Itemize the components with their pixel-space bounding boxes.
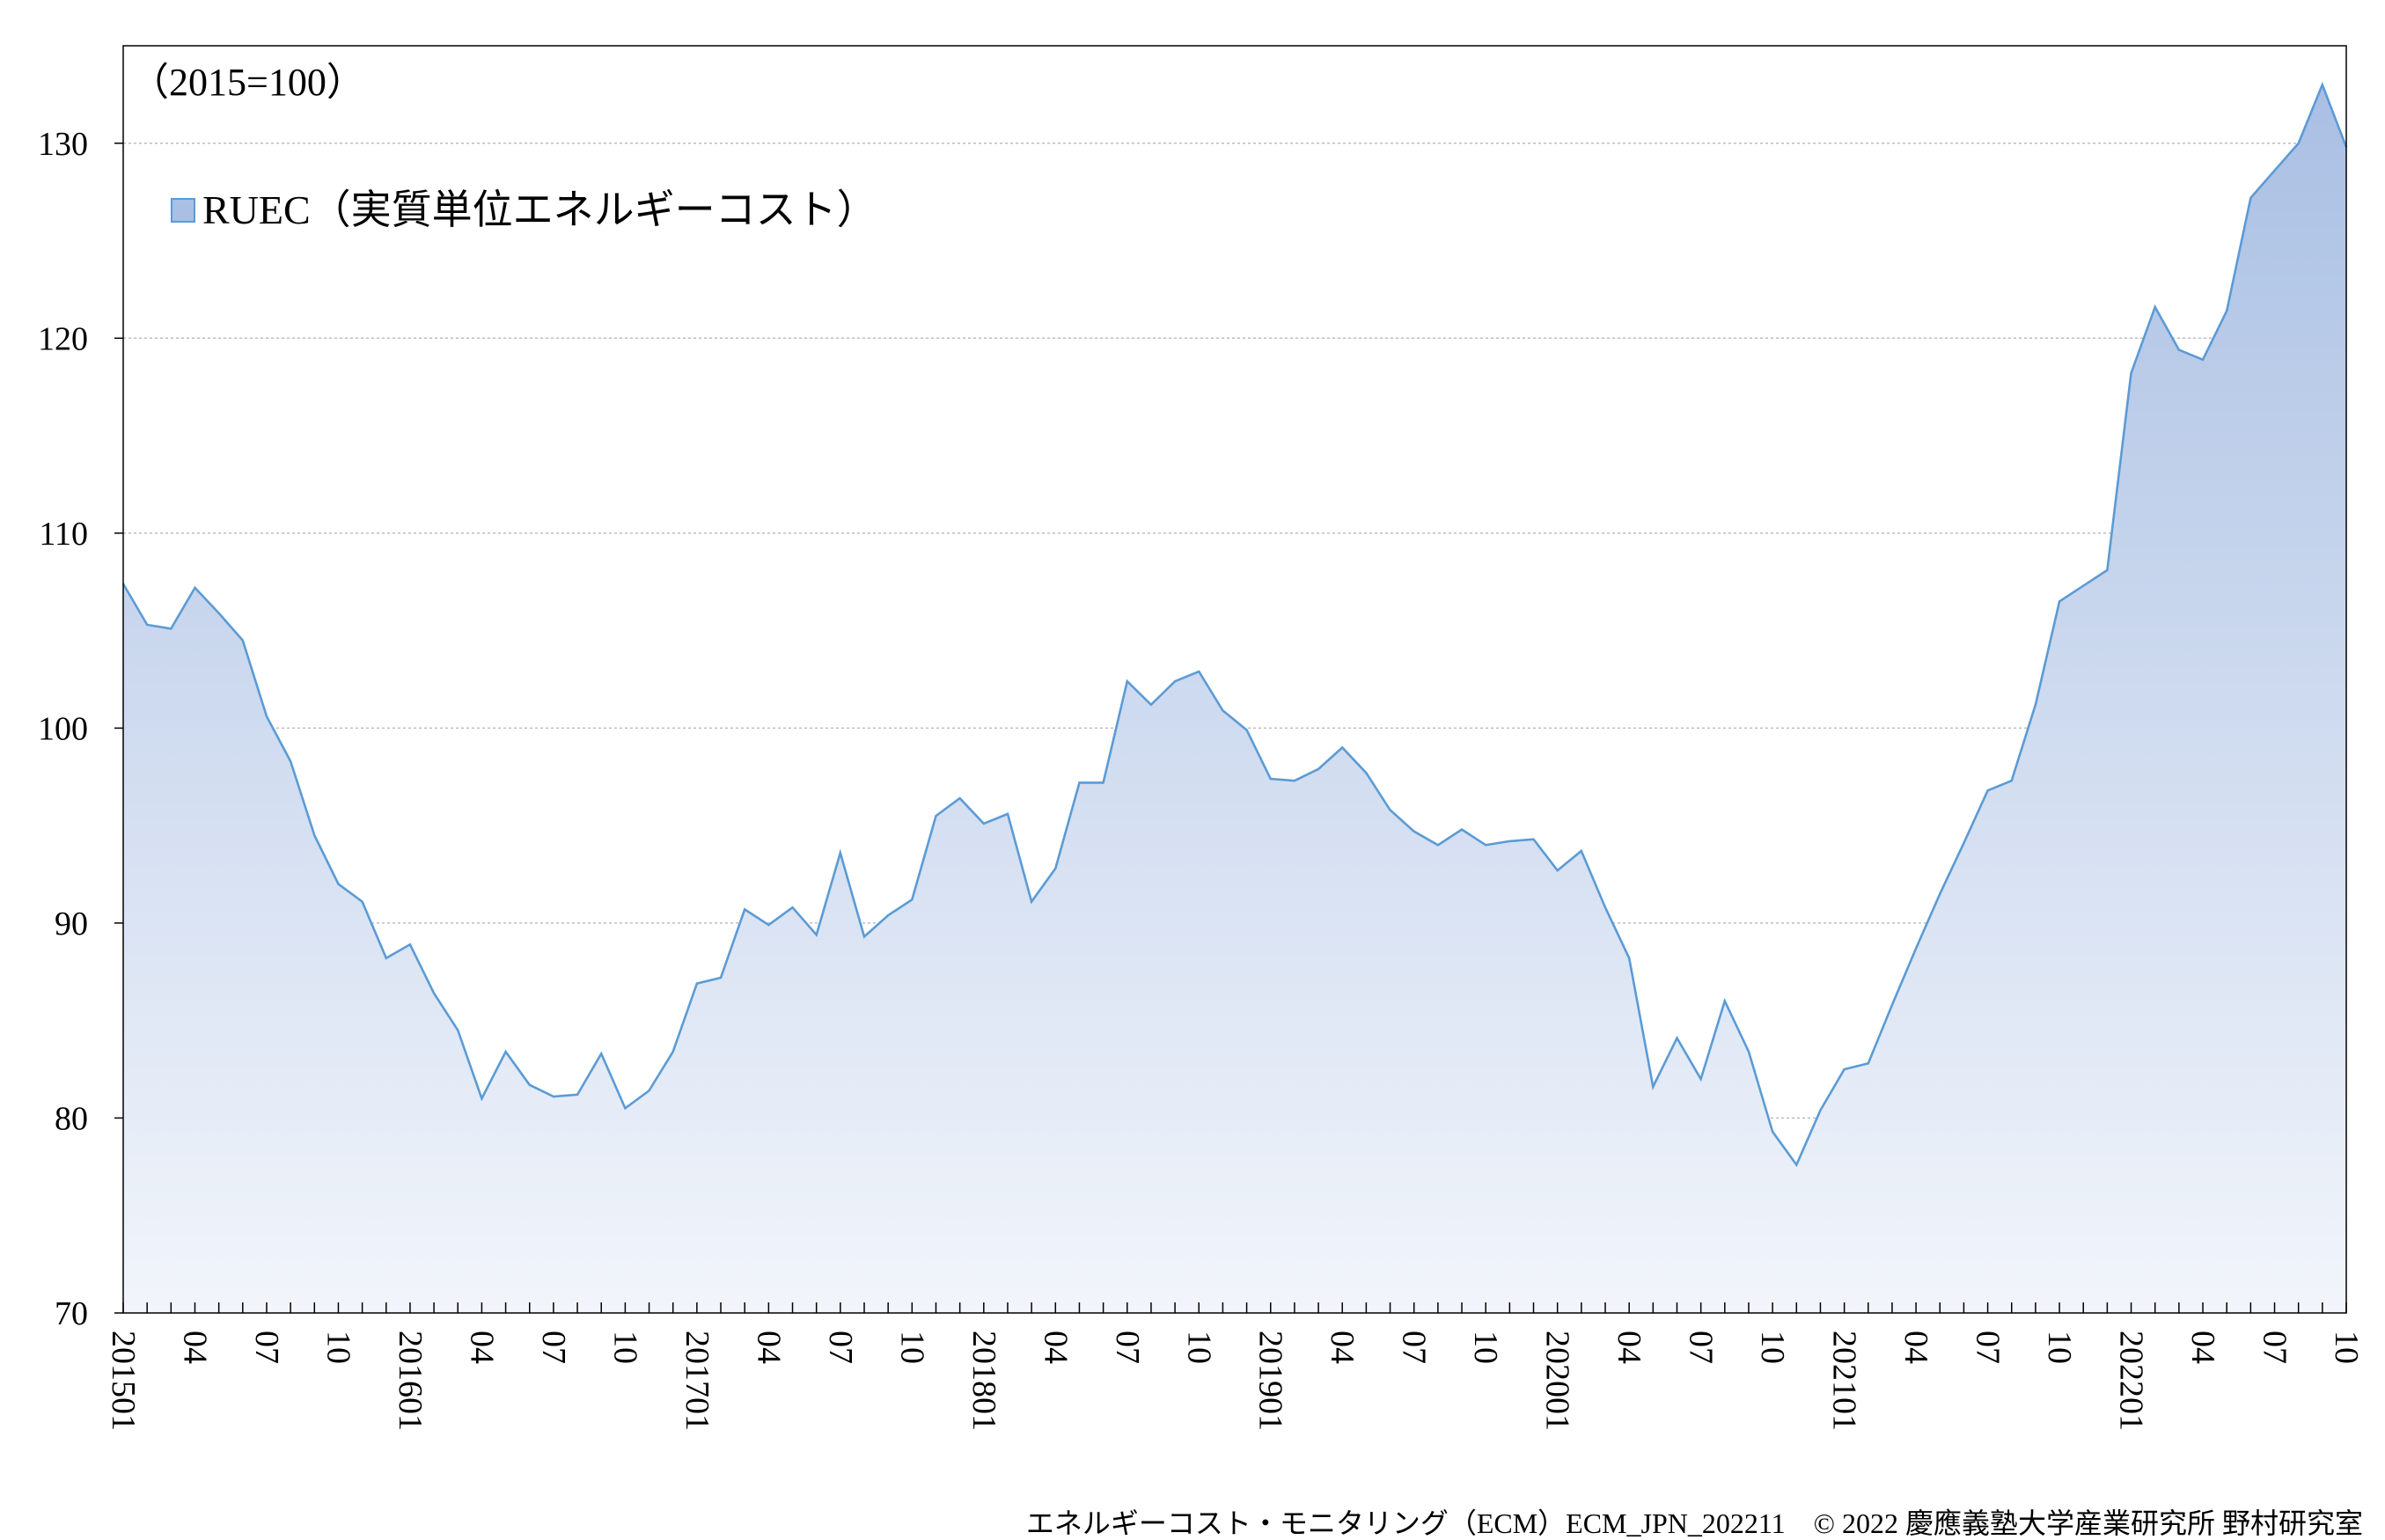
series-area [123,84,2346,1313]
x-tick-label: 202201 [2113,1331,2150,1431]
x-tick-label: 04 [1611,1331,1647,1364]
x-tick-label: 10 [319,1331,356,1364]
x-tick-label: 201901 [1252,1331,1289,1431]
x-tick-label: 201501 [105,1331,142,1431]
x-tick-label: 07 [1396,1331,1433,1364]
y-tick-label: 120 [38,320,88,357]
x-tick-label: 07 [1970,1331,2007,1364]
x-axis: 201501 04 07 10 201601 04 07 10 201701 04 07 10 2018… [105,1302,2365,1431]
plot-area-border [122,45,2347,1314]
x-tick-label: 201701 [679,1331,716,1431]
y-tick-label: 110 [39,516,88,553]
legend: RUEC（実質単位エネルギーコスト） [171,187,877,232]
legend-swatch [171,198,195,223]
y-tick-label: 100 [38,710,88,747]
series-line [121,81,2348,1168]
x-tick-label: 10 [893,1331,930,1364]
x-tick-label: 10 [1754,1331,1791,1364]
x-tick-label: 201801 [965,1331,1002,1431]
x-tick-label: 04 [2184,1331,2221,1364]
y-tick-label: 130 [38,126,88,163]
y-tick-label: 90 [55,906,88,942]
x-tick-label: 202001 [1539,1331,1576,1431]
x-tick-label: 201601 [392,1331,429,1431]
x-tick-label: 04 [463,1331,500,1364]
x-tick-label: 04 [1037,1331,1074,1364]
unit-note: （2015=100） [130,61,365,104]
x-tick-label: 10 [2328,1331,2365,1364]
y-axis: 70 80 90 100 110 120 130 [38,126,123,1332]
x-tick-label: 10 [606,1331,643,1364]
legend-label: RUEC（実質単位エネルギーコスト） [202,187,877,232]
y-tick-label: 70 [55,1295,88,1332]
x-tick-label: 07 [535,1331,572,1364]
x-tick-label: 07 [2257,1331,2293,1364]
x-tick-label: 10 [1467,1331,1504,1364]
footer-credit: エネルギーコスト・モニタリング（ECM）ECM_JPN_202211 © 202… [1026,1507,2363,1539]
x-tick-label: 07 [1683,1331,1720,1364]
x-tick-label: 07 [1109,1331,1146,1364]
x-tick-label: 10 [1180,1331,1217,1364]
y-tick-label: 80 [55,1100,88,1137]
x-tick-label: 04 [1324,1331,1361,1364]
x-tick-label: 07 [248,1331,285,1364]
x-tick-label: 04 [1897,1331,1934,1364]
x-tick-label: 04 [176,1331,213,1364]
x-tick-label: 10 [2041,1331,2078,1364]
x-tick-label: 07 [822,1331,859,1364]
x-tick-label: 202101 [1826,1331,1863,1431]
x-tick-label: 04 [750,1331,787,1364]
